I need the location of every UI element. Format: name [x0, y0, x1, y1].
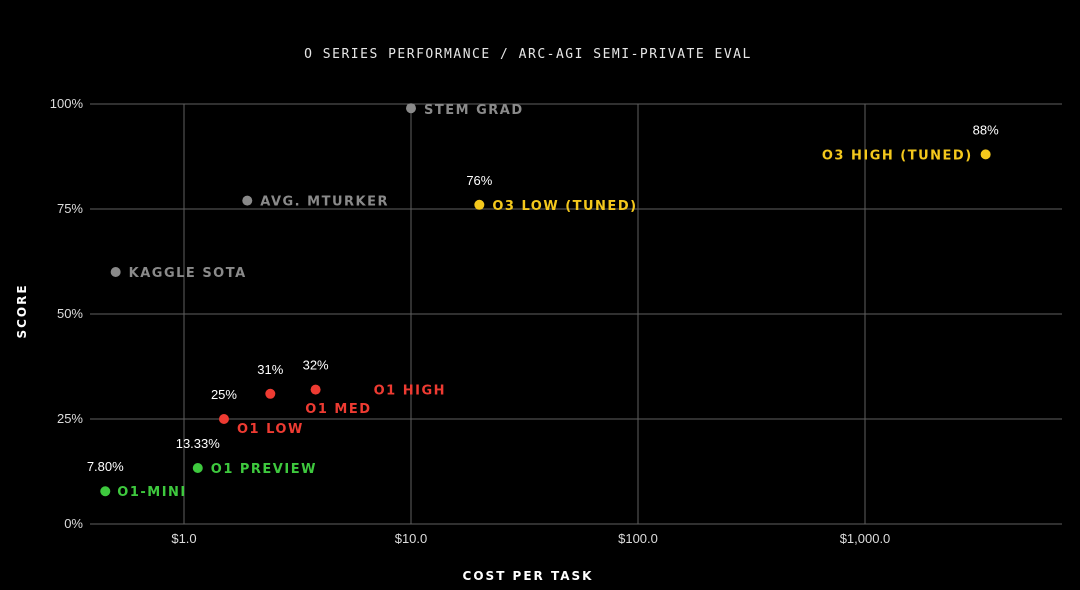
point-name-label: KAGGLE SOTA [129, 266, 247, 281]
data-point [265, 388, 276, 399]
data-point [980, 149, 991, 160]
point-value-label: 7.80% [87, 459, 124, 474]
data-point [242, 195, 253, 206]
y-tick-label: 75% [57, 201, 83, 216]
point-name-label: O3 HIGH (TUNED) [822, 148, 973, 163]
point-value-label: 88% [973, 122, 999, 137]
data-point [110, 267, 121, 277]
point-name-label: O3 LOW (TUNED) [492, 199, 637, 214]
chart-title: O SERIES PERFORMANCE / ARC-AGI SEMI-PRIV… [304, 47, 752, 62]
point-value-label: 76% [466, 173, 492, 188]
point-name-label: AVG. MTURKER [260, 195, 389, 210]
data-point [406, 103, 416, 114]
x-tick-label: $10.0 [395, 531, 428, 546]
grid [90, 103, 1062, 525]
point-value-label: 31% [257, 362, 283, 377]
point-name-label: STEM GRAD [424, 103, 524, 118]
point-name-label: O1-MINI [117, 485, 186, 500]
x-tick-label: $1.0 [171, 531, 196, 546]
data-point [192, 463, 203, 474]
y-tick-label: 100% [50, 96, 84, 111]
data-point [100, 486, 111, 497]
x-tick-label: $100.0 [618, 531, 658, 546]
x-axis-ticks: $1.0 $10.0 $100.0 $1,000.0 [171, 531, 890, 546]
point-value-label: 25% [211, 387, 237, 402]
point-name-label: O1 HIGH [374, 384, 446, 399]
y-tick-label: 0% [64, 516, 83, 531]
point-value-label: 32% [303, 358, 329, 373]
data-point [310, 384, 321, 395]
y-tick-label: 25% [57, 411, 83, 426]
data-point [474, 199, 485, 210]
point-name-label: O1 LOW [237, 422, 304, 437]
x-tick-label: $1,000.0 [840, 531, 891, 546]
point-name-label: O1 MED [305, 402, 371, 417]
x-axis-label: COST PER TASK [463, 569, 594, 583]
data-point [218, 414, 229, 424]
data-points: O1-MINI 7.80% O1 PREVIEW 13.33% O1 LOW 25% O1 … [87, 103, 999, 500]
y-axis-label: SCORE [15, 283, 29, 338]
y-axis-ticks: 0% 25% 50% 75% 100% [50, 96, 84, 531]
y-tick-label: 50% [57, 306, 83, 321]
point-name-label: O1 PREVIEW [211, 462, 317, 477]
point-value-label: 13.33% [176, 436, 221, 451]
